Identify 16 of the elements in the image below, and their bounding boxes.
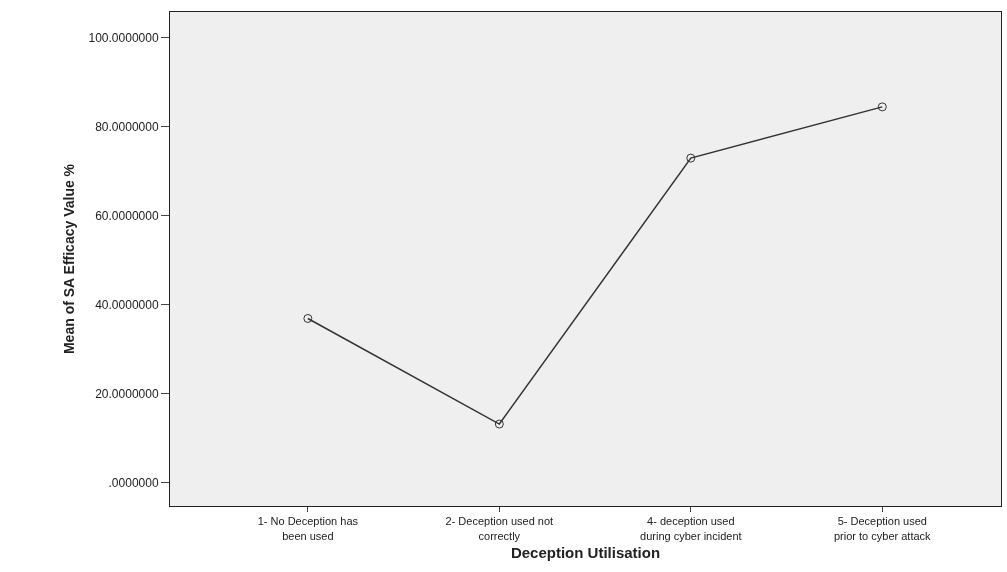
x-tick-label: 2- Deception used not correctly: [445, 515, 554, 542]
point: [877, 102, 887, 112]
y-tick-label: 60.0000000: [95, 208, 159, 223]
x-tick-label: 1- No Deception has been used: [257, 515, 359, 542]
point: [686, 153, 696, 163]
y-tick-label: 100.0000000: [88, 30, 159, 45]
point: [494, 419, 504, 429]
y-tick-label: 80.0000000: [95, 119, 159, 134]
y-tick-label: 40.0000000: [95, 297, 159, 312]
x-tick-label: 4- deception used during cyber incident: [640, 515, 742, 542]
x-tick-label: 5- Deception used prior to cyber attack: [833, 515, 932, 542]
y-tick-label: .0000000: [108, 476, 159, 491]
x-axis-title: Deception Utilisation: [510, 543, 661, 561]
y-axis-title: Mean of SA Efficacy Value %: [61, 163, 78, 355]
y-tick-label: 20.0000000: [95, 386, 159, 401]
point: [303, 313, 313, 323]
